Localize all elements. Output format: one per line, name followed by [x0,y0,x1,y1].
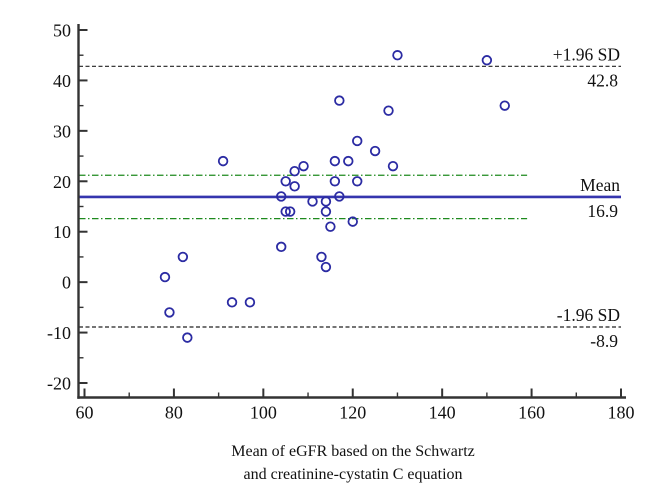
scatter-point [352,176,363,187]
scatter-point [369,145,381,157]
scatter-point [177,251,189,263]
x-tick-label: 160 [518,403,545,423]
y-tick-label: 10 [53,222,71,242]
x-tick-label: 80 [165,403,183,423]
scatter-point [499,100,510,111]
scatter-point [316,251,327,263]
scatter-points-layer [159,50,510,343]
reference-lines-layer [79,65,621,328]
scatter-point [217,155,229,167]
scatter-point [347,216,358,227]
x-tick-label: 120 [339,403,366,423]
x-axis-title-line2: and creatinine-cystatin C equation [243,466,462,483]
scatter-point [289,165,300,177]
scatter-point [159,271,171,283]
ref-line-value-label-lower-loa: -8.9 [590,331,618,351]
scatter-point [280,176,291,187]
scatter-point [244,297,256,308]
ref-line-name-label-upper-loa: +1.96 SD [553,44,620,64]
scatter-point [320,196,332,207]
y-tick-label: 50 [53,21,71,41]
scatter-point [289,181,300,192]
ref-line-value-label-mean: 16.9 [587,201,618,221]
scatter-point [392,50,403,61]
scatter-point [182,332,193,343]
scatter-point [164,307,175,318]
x-tick-label: 100 [250,403,277,423]
y-tick-label: 30 [53,121,71,141]
ref-line-name-label-mean: Mean [580,175,620,195]
scatter-point [325,221,336,232]
scatter-point [320,261,332,273]
scatter-point [280,206,291,217]
scatter-point [329,176,341,187]
scatter-point [334,191,345,202]
y-tick-label: -10 [47,323,71,343]
scatter-point [481,55,493,66]
x-axis-title-line1: Mean of eGFR based on the Schwartz [231,443,475,460]
y-tick-label: 20 [53,172,71,192]
scatter-point [307,196,318,207]
scatter-point [276,191,287,202]
scatter-point [284,206,296,217]
ref-line-name-label-lower-loa: -1.96 SD [557,305,620,325]
ref-line-value-label-upper-loa: 42.8 [587,70,618,90]
y-tick-label: -20 [47,374,71,394]
scatter-point [298,160,309,172]
x-tick-label: 60 [76,403,94,423]
scatter-point [387,160,399,172]
scatter-point [329,155,341,167]
scatter-point [276,241,287,253]
scatter-point [320,206,332,217]
x-tick-label: 180 [608,403,635,423]
scatter-point [226,297,238,308]
scatter-point [334,95,345,106]
scatter-point [343,155,354,167]
y-tick-label: 0 [62,273,71,293]
y-tick-label: 40 [53,71,71,91]
x-tick-label: 140 [429,403,456,423]
scatter-point [352,135,363,147]
scatter-point [383,105,394,116]
line-labels-layer: +1.96 SD 42.8 Mean 16.9 -1.96 SD -8.9 [553,44,620,351]
